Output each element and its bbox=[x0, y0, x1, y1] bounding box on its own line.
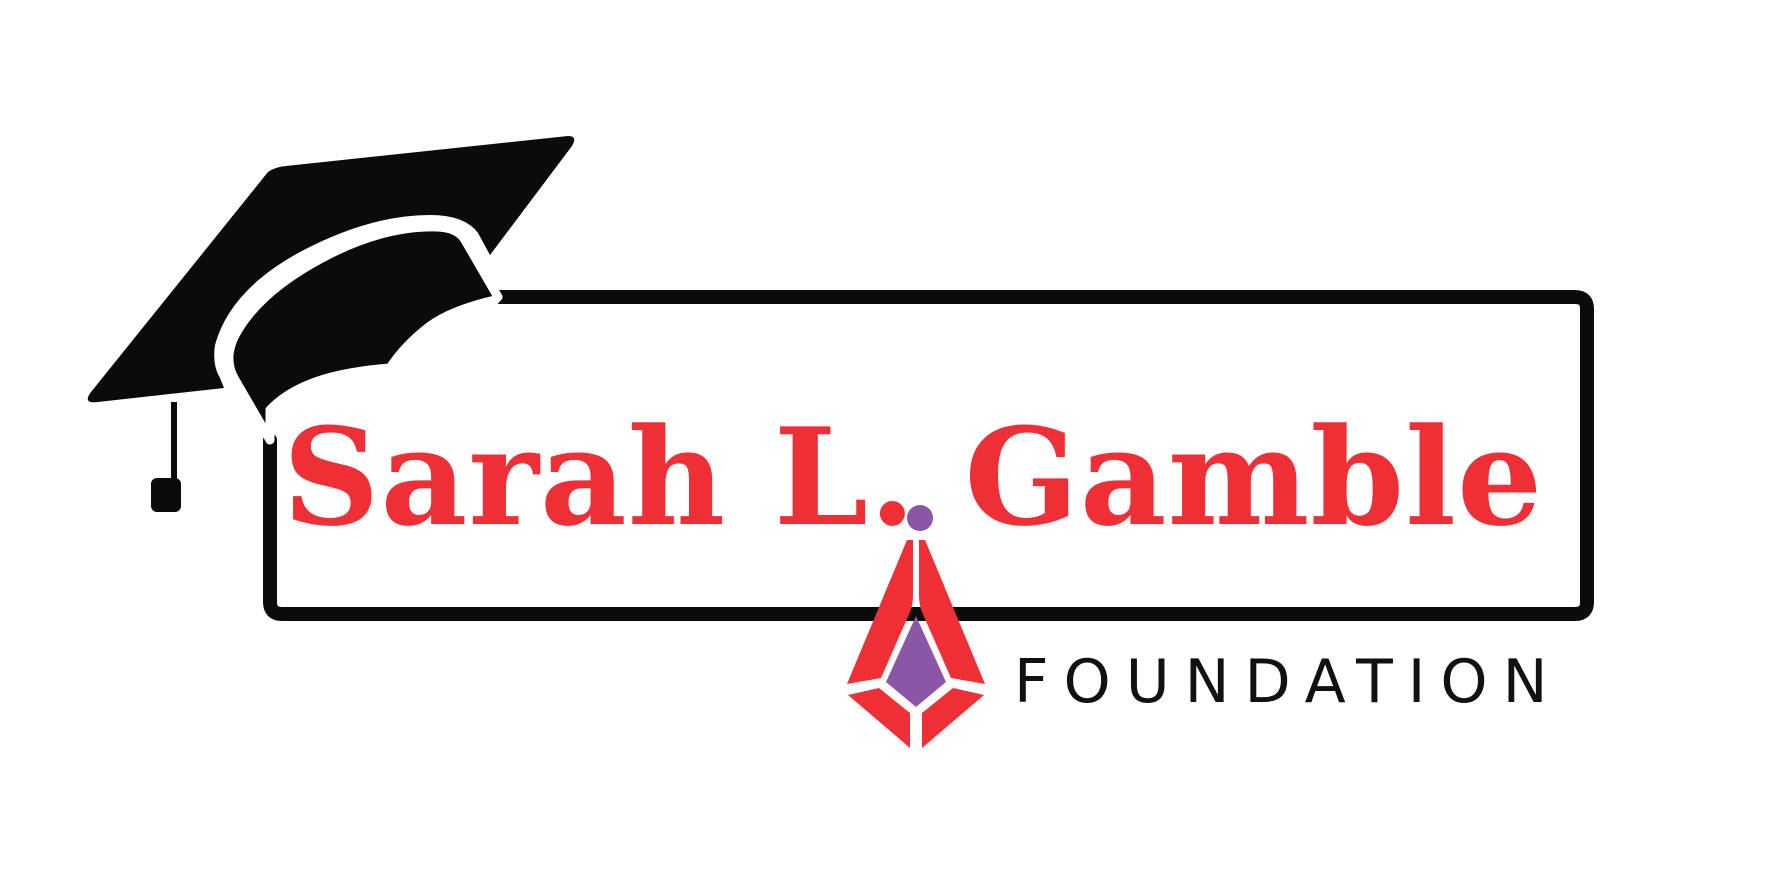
name-dot-accent bbox=[907, 505, 933, 531]
emblem-right-blade bbox=[919, 540, 985, 684]
emblem-left-base bbox=[848, 688, 910, 748]
emblem-purple-gem bbox=[886, 616, 946, 707]
foundation-name: Sarah L. Gamble bbox=[283, 398, 1544, 556]
cap-board bbox=[87, 136, 575, 403]
logo-frame bbox=[263, 290, 1594, 621]
cap-tassel bbox=[151, 478, 181, 512]
graduation-cap-icon bbox=[87, 136, 575, 512]
cap-tassel-cord bbox=[171, 402, 177, 484]
cap-crown bbox=[224, 222, 503, 445]
emblem-right-base bbox=[922, 688, 984, 748]
diamond-emblem-icon bbox=[847, 540, 985, 748]
emblem-left-blade bbox=[847, 540, 913, 684]
foundation-tagline: FOUNDATION bbox=[1014, 647, 1563, 717]
